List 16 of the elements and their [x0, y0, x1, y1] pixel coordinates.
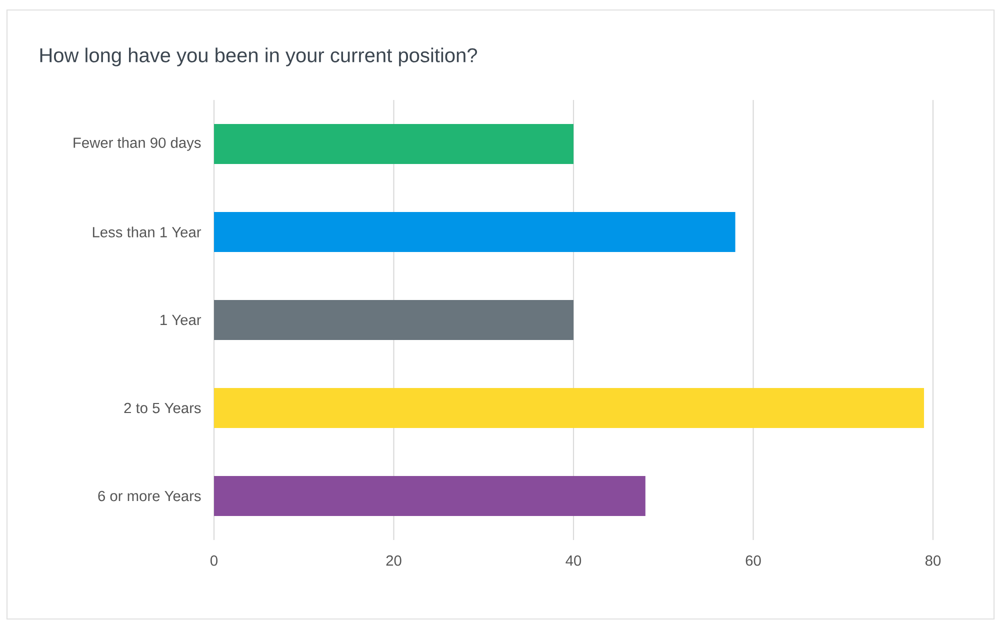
chart-title: How long have you been in your current position?	[40, 48, 478, 66]
bar	[214, 124, 574, 164]
bar	[214, 476, 646, 516]
y-tick-label: 1 Year	[160, 314, 202, 326]
y-tick-label: 2 to 5 Years	[124, 402, 201, 414]
x-tick-label: 60	[746, 555, 761, 566]
x-tick-label: 80	[925, 555, 941, 566]
bar	[214, 300, 574, 340]
y-tick-label: Fewer than 90 days	[74, 137, 201, 151]
y-tick-label: 6 or more Years	[98, 490, 201, 502]
y-tick-label: Less than 1 Year	[92, 226, 202, 238]
x-tick-label: 0	[210, 555, 218, 566]
bar	[214, 388, 924, 428]
x-tick-label: 20	[386, 555, 402, 566]
bar	[214, 212, 736, 252]
x-tick-label: 40	[566, 555, 582, 566]
